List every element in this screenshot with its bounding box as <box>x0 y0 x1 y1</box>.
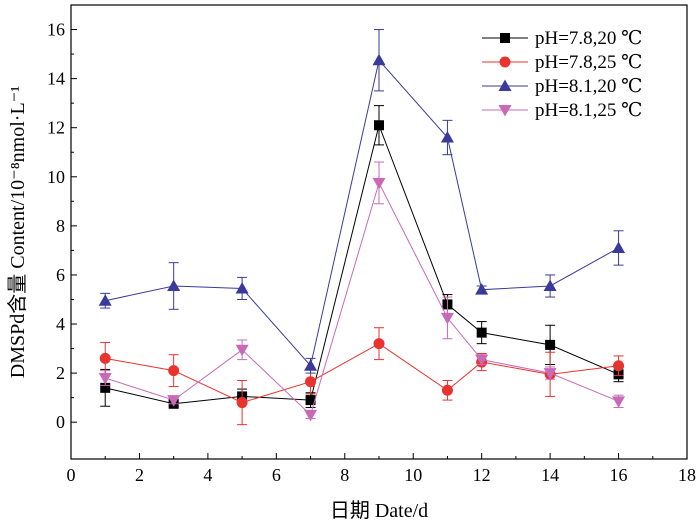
legend-marker <box>499 56 511 68</box>
data-point <box>168 365 180 377</box>
legend-marker <box>500 33 510 43</box>
data-point <box>475 283 489 295</box>
y-tick-label: 4 <box>56 314 65 334</box>
series-line <box>105 123 619 405</box>
data-point <box>475 354 489 367</box>
y-tick-label: 8 <box>56 216 65 236</box>
data-point <box>304 359 318 371</box>
series-4 <box>98 161 626 422</box>
data-point <box>100 382 111 393</box>
y-tick-label: 14 <box>47 69 65 89</box>
data-point <box>440 131 454 143</box>
x-tick-label: 8 <box>340 465 349 485</box>
data-point <box>167 279 181 291</box>
data-point <box>372 177 386 190</box>
x-tick-label: 0 <box>67 465 76 485</box>
data-point <box>305 376 317 388</box>
y-tick-label: 6 <box>56 265 65 285</box>
data-point <box>612 396 626 408</box>
data-point <box>441 384 453 396</box>
legend-entry-4: pH=8.1,25 ℃ <box>482 100 642 121</box>
series-group <box>98 29 626 426</box>
data-point <box>440 312 454 325</box>
x-tick-label: 6 <box>272 465 281 485</box>
y-tick-label: 16 <box>47 20 65 40</box>
legend-label: pH=8.1,20 ℃ <box>535 76 642 97</box>
data-point <box>99 352 111 364</box>
legend-entry-3: pH=8.1,20 ℃ <box>482 76 642 97</box>
series-3 <box>98 29 626 374</box>
legend-marker <box>498 105 512 117</box>
x-tick-label: 4 <box>203 465 212 485</box>
x-tick-label: 16 <box>610 465 628 485</box>
data-point <box>545 339 556 350</box>
x-tick-label: 10 <box>404 465 422 485</box>
series-2 <box>99 327 625 426</box>
series-line <box>105 181 619 416</box>
y-tick-label: 12 <box>47 118 65 138</box>
data-point <box>543 368 557 380</box>
x-tick-label: 2 <box>135 465 144 485</box>
data-point <box>612 241 626 253</box>
y-tick-label: 0 <box>56 412 65 432</box>
legend-label: pH=7.8,20 ℃ <box>535 28 642 49</box>
data-point <box>98 373 112 385</box>
data-point <box>476 327 487 338</box>
y-axis-title: DMSPd含量 Content/10⁻⁸nmol·L⁻¹ <box>6 86 29 378</box>
legend-label: pH=7.8,25 ℃ <box>535 52 642 73</box>
y-tick-label: 10 <box>47 167 65 187</box>
series-1 <box>100 105 624 409</box>
legend-marker <box>498 79 512 91</box>
legend-entry-1: pH=7.8,20 ℃ <box>482 28 642 49</box>
data-point <box>98 294 112 306</box>
x-tick-label: 12 <box>473 465 491 485</box>
legend: pH=7.8,20 ℃ pH=7.8,25 ℃ pH=8.1,20 ℃ pH=8.1,… <box>482 28 642 121</box>
data-point <box>235 344 249 357</box>
y-tick-label: 2 <box>56 363 65 383</box>
axis-ticks: 0 2 4 6 8 10 12 14 16 18 0 2 4 6 8 10 12 14 16 <box>47 20 696 485</box>
data-point <box>613 360 625 372</box>
data-point <box>543 279 557 291</box>
x-tick-label: 18 <box>678 465 696 485</box>
x-tick-label: 14 <box>541 465 559 485</box>
data-point <box>305 395 316 406</box>
legend-entry-2: pH=7.8,25 ℃ <box>482 52 642 73</box>
data-point <box>373 338 385 350</box>
data-point <box>374 120 384 131</box>
data-point <box>167 395 181 407</box>
data-point <box>372 53 386 66</box>
data-point <box>304 409 318 422</box>
data-point <box>235 281 249 294</box>
data-point <box>236 397 248 409</box>
legend-label: pH=8.1,25 ℃ <box>535 100 642 121</box>
x-axis-title: 日期 Date/d <box>330 500 428 522</box>
